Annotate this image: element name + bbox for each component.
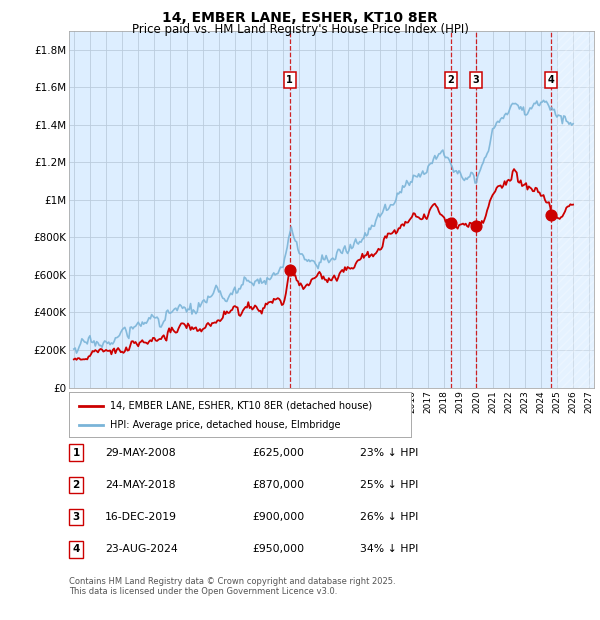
Text: 23% ↓ HPI: 23% ↓ HPI	[360, 448, 418, 458]
Bar	[557, 31, 594, 388]
Point	[285, 265, 295, 275]
Text: £870,000: £870,000	[252, 480, 304, 490]
Text: £625,000: £625,000	[252, 448, 304, 458]
Point	[471, 221, 481, 231]
Text: 34% ↓ HPI: 34% ↓ HPI	[360, 544, 418, 554]
Text: £950,000: £950,000	[252, 544, 304, 554]
Text: 23-AUG-2024: 23-AUG-2024	[105, 544, 178, 554]
Text: 4: 4	[73, 544, 80, 554]
Text: 16-DEC-2019: 16-DEC-2019	[105, 512, 177, 522]
Text: 14, EMBER LANE, ESHER, KT10 8ER: 14, EMBER LANE, ESHER, KT10 8ER	[162, 11, 438, 25]
Text: 1: 1	[73, 448, 80, 458]
Text: 24-MAY-2018: 24-MAY-2018	[105, 480, 176, 490]
Text: 29-MAY-2008: 29-MAY-2008	[105, 448, 176, 458]
Text: £900,000: £900,000	[252, 512, 304, 522]
Text: 3: 3	[472, 75, 479, 85]
Point	[547, 210, 556, 220]
Text: 3: 3	[73, 512, 80, 522]
Text: 4: 4	[548, 75, 554, 85]
Text: HPI: Average price, detached house, Elmbridge: HPI: Average price, detached house, Elmb…	[110, 420, 341, 430]
Text: 26% ↓ HPI: 26% ↓ HPI	[360, 512, 418, 522]
Text: 25% ↓ HPI: 25% ↓ HPI	[360, 480, 418, 490]
Text: 14, EMBER LANE, ESHER, KT10 8ER (detached house): 14, EMBER LANE, ESHER, KT10 8ER (detache…	[110, 401, 372, 411]
Point	[446, 218, 455, 228]
Text: 2: 2	[73, 480, 80, 490]
Text: 2: 2	[447, 75, 454, 85]
Text: Price paid vs. HM Land Registry's House Price Index (HPI): Price paid vs. HM Land Registry's House …	[131, 23, 469, 36]
Text: This data is licensed under the Open Government Licence v3.0.: This data is licensed under the Open Gov…	[69, 587, 337, 596]
Text: 1: 1	[286, 75, 293, 85]
Text: Contains HM Land Registry data © Crown copyright and database right 2025.: Contains HM Land Registry data © Crown c…	[69, 577, 395, 586]
